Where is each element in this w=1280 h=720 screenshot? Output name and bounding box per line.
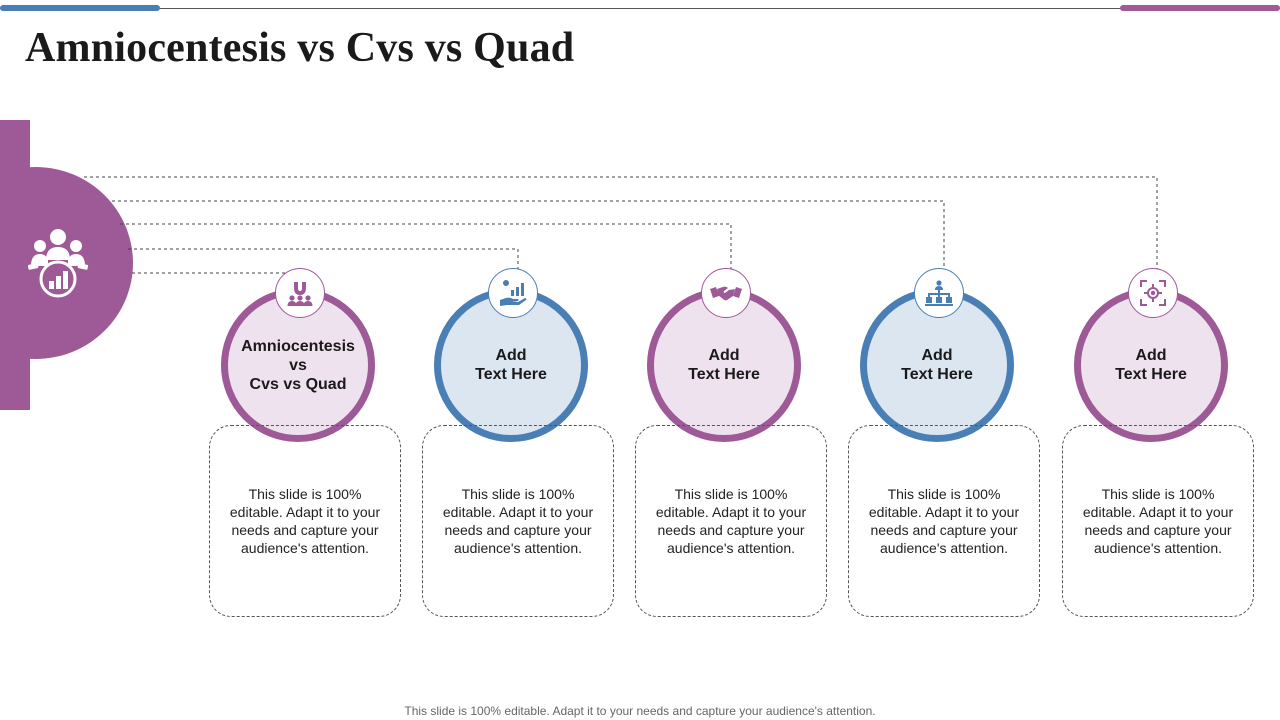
org-chart-icon (925, 280, 953, 306)
top-rule (0, 8, 1280, 9)
slide-title: Amniocentesis vs Cvs vs Quad (25, 25, 575, 71)
handshake-icon (710, 286, 742, 301)
step-icon-badge (914, 268, 964, 318)
step-title: Add Text Here (901, 347, 973, 383)
connector-line-4 (112, 200, 945, 270)
step-icon-badge (701, 268, 751, 318)
step-description-box: This slide is 100% editable. Adapt it to… (635, 425, 827, 617)
step-card-3: Add Text Here This slide is 100% editabl… (625, 268, 827, 620)
step-title: Amniocentesis vs Cvs vs Quad (241, 337, 355, 393)
step-description: This slide is 100% editable. Adapt it to… (442, 486, 594, 556)
hand-growth-chart-icon (500, 280, 527, 306)
step-description-box: This slide is 100% editable. Adapt it to… (209, 425, 401, 617)
step-card-2: Add Text Here This slide is 100% editabl… (412, 268, 614, 620)
step-description: This slide is 100% editable. Adapt it to… (655, 486, 807, 556)
top-accent-left (0, 5, 160, 11)
step-title: Add Text Here (688, 347, 760, 383)
team-growth-icon (27, 229, 89, 298)
footer-note: This slide is 100% editable. Adapt it to… (404, 704, 876, 718)
step-description-box: This slide is 100% editable. Adapt it to… (848, 425, 1040, 617)
top-accent-right (1120, 5, 1280, 11)
step-title: Add Text Here (1115, 347, 1187, 383)
step-circle: Add Text Here (860, 288, 1014, 442)
target-gear-icon (1140, 280, 1166, 306)
step-icon-badge (275, 268, 325, 318)
step-description: This slide is 100% editable. Adapt it to… (229, 486, 381, 556)
step-card-4: Add Text Here This slide is 100% editabl… (838, 268, 1040, 620)
step-icon-badge (1128, 268, 1178, 318)
connector-line-3 (120, 223, 732, 270)
step-icon-badge (488, 268, 538, 318)
step-card-1: Amniocentesis vs Cvs vs Quad This slide … (199, 268, 401, 620)
step-title: Add Text Here (475, 347, 547, 383)
step-description-box: This slide is 100% editable. Adapt it to… (422, 425, 614, 617)
step-description: This slide is 100% editable. Adapt it to… (1082, 486, 1234, 556)
step-description-box: This slide is 100% editable. Adapt it to… (1062, 425, 1254, 617)
magnet-people-icon (287, 282, 313, 306)
connector-line-5 (84, 176, 1158, 270)
step-description: This slide is 100% editable. Adapt it to… (868, 486, 1020, 556)
connector-line-2 (128, 248, 519, 270)
step-card-5: Add Text Here This slide is 100% editabl… (1052, 268, 1254, 620)
